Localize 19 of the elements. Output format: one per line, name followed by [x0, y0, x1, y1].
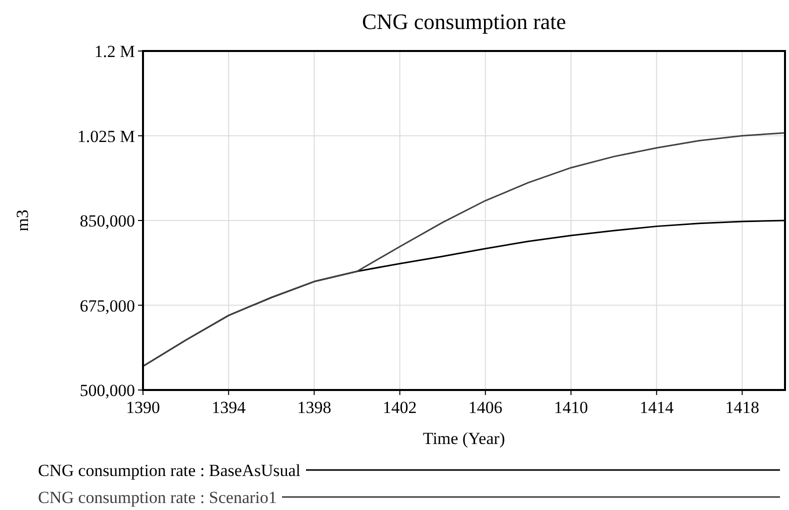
x-tick-label: 1390: [126, 398, 160, 417]
line-series: [142, 132, 786, 368]
x-tick-label: 1418: [725, 398, 760, 417]
text: CNG consumption rate : Scenario1: [38, 488, 277, 507]
x-tick-label: 1406: [468, 398, 502, 417]
x-tick-label: 1414: [640, 398, 674, 417]
x-tick-label: 1410: [554, 398, 588, 417]
x-axis-title: Time (Year): [422, 429, 506, 448]
chart-title: CNG consumption rate: [362, 9, 566, 34]
y-tick-label: 1.2 M: [94, 42, 135, 61]
x-tick-label: 1394: [212, 398, 246, 417]
y-tick-label: 675,000: [80, 296, 135, 316]
text: CNG consumption rate : BaseAsUsual: [38, 461, 301, 480]
x-tick-label: 1402: [382, 398, 417, 417]
y-tick-label: 500,000: [80, 381, 135, 400]
y-tick-label: 850,000: [80, 212, 135, 230]
x-tick-label: 1398: [297, 398, 332, 417]
y-tick-label: 1.025 M: [77, 126, 135, 146]
y-axis-title: m3: [13, 210, 32, 232]
